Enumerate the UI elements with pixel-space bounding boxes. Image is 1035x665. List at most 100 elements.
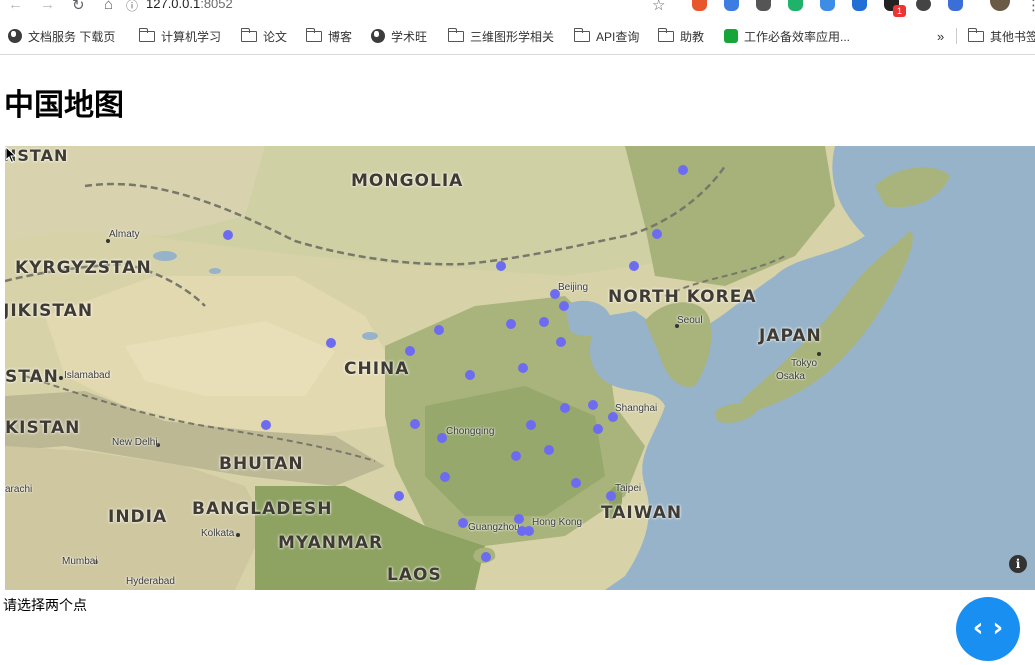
extension-1-icon[interactable] [692, 0, 707, 11]
map-label-china: CHINA [344, 359, 410, 379]
map-marker[interactable] [506, 319, 516, 329]
city-label-kolkata: Kolkata [201, 528, 235, 539]
map-marker[interactable] [496, 261, 506, 271]
map-marker[interactable] [440, 472, 450, 482]
extension-9-icon[interactable] [948, 0, 963, 11]
folder-icon [138, 28, 155, 42]
map-label-myanmar: MYANMAR [278, 533, 384, 553]
extension-2-icon[interactable] [724, 0, 739, 11]
map-marker[interactable] [465, 370, 475, 380]
globe-icon [8, 29, 22, 43]
map-marker[interactable] [678, 165, 688, 175]
word-extension-icon[interactable] [852, 0, 867, 11]
globe-icon [371, 29, 385, 43]
bookmark-item[interactable]: 计算机学习 [138, 28, 221, 44]
map-marker[interactable] [410, 419, 420, 429]
folder-icon [657, 28, 674, 42]
map-marker[interactable] [559, 301, 569, 311]
map-marker[interactable] [652, 229, 662, 239]
map-marker[interactable] [223, 230, 233, 240]
city-dot [675, 324, 679, 328]
mouse-cursor-icon [5, 146, 17, 164]
other-bookmarks[interactable]: 其他书签 [967, 28, 1035, 44]
bookmark-star-icon[interactable]: ☆ [652, 0, 666, 14]
map-marker[interactable] [550, 289, 560, 299]
city-label-taipei: Taipei [615, 483, 642, 494]
map-label-north-korea: NORTH KOREA [608, 287, 757, 307]
extension-3-icon[interactable] [756, 0, 771, 11]
map-marker[interactable] [593, 424, 603, 434]
map-marker[interactable] [629, 261, 639, 271]
city-label-shanghai: Shanghai [615, 403, 658, 414]
info-icon[interactable]: i [1009, 555, 1027, 573]
extension-badge: 1 [893, 5, 906, 17]
folder-icon [447, 28, 464, 42]
map-marker[interactable] [511, 451, 521, 461]
map-marker[interactable] [560, 403, 570, 413]
map-marker[interactable] [608, 412, 618, 422]
map-marker[interactable] [526, 420, 536, 430]
grammarly-icon[interactable] [788, 0, 803, 11]
forward-arrow-icon[interactable]: → [40, 0, 55, 13]
bookmark-item[interactable]: 文档服务 下载页 [8, 28, 115, 44]
back-arrow-icon[interactable]: ← [8, 0, 23, 13]
map-marker[interactable] [261, 420, 271, 430]
selection-status: 请选择两个点 [3, 597, 87, 613]
bookmark-label: 三维图形学相关 [470, 29, 555, 44]
map-marker[interactable] [571, 478, 581, 488]
city-label-almaty: Almaty [109, 229, 140, 240]
bookmark-item[interactable]: 论文 [240, 28, 287, 44]
bookmark-item[interactable]: 助教 [657, 28, 704, 44]
bookmark-label: API查询 [596, 29, 640, 44]
city-label-mumbai: Mumbai [62, 556, 98, 567]
city-label-karachi: arachi [5, 484, 33, 495]
map-marker[interactable] [524, 526, 534, 536]
map-marker[interactable] [394, 491, 404, 501]
map-marker[interactable] [326, 338, 336, 348]
extension-5-icon[interactable] [820, 0, 835, 11]
home-icon[interactable]: ⌂ [104, 0, 114, 13]
city-dot [236, 533, 240, 537]
menu-dots-icon[interactable]: ⋮ [1026, 0, 1035, 14]
city-label-new-delhi: New Delhi [112, 437, 158, 448]
map-marker[interactable] [588, 400, 598, 410]
bookmark-label: 其他书签 [990, 29, 1035, 44]
map-marker[interactable] [514, 514, 524, 524]
bookmark-item[interactable]: 三维图形学相关 [447, 28, 555, 44]
reload-icon[interactable]: ↻ [72, 0, 85, 14]
url-port: :8052 [200, 0, 233, 11]
map-marker[interactable] [437, 433, 447, 443]
map-marker[interactable] [405, 346, 415, 356]
site-info-icon[interactable]: ⓘ [126, 0, 139, 13]
bookmark-item[interactable]: API查询 [573, 28, 640, 44]
map-marker[interactable] [606, 491, 616, 501]
avatar[interactable] [990, 0, 1010, 11]
bookmark-item[interactable]: 博客 [305, 28, 352, 44]
city-dot [817, 352, 821, 356]
map-label-bangladesh: BANGLADESH [192, 499, 333, 519]
map-marker[interactable] [517, 526, 527, 536]
map-marker[interactable] [434, 325, 444, 335]
extension-7-icon[interactable] [884, 0, 899, 11]
map-marker[interactable] [458, 518, 468, 528]
bookmarks-overflow-button[interactable]: » [937, 28, 945, 44]
map-marker[interactable] [539, 317, 549, 327]
city-label-beijing: Beijing [558, 282, 589, 293]
map-label-hstan: HSTAN [5, 146, 69, 165]
address-bar[interactable]: 127.0.0.1:8052 [146, 0, 233, 11]
map-marker[interactable] [518, 363, 528, 373]
map-view[interactable]: HSTAN MONGOLIA KYRGYZSTAN JIKISTAN STAN … [5, 146, 1035, 590]
folder-icon [240, 28, 257, 42]
bookmarks-bar: 文档服务 下载页 计算机学习 论文 博客 学术旺 三维图形学相关 API查询 助… [0, 24, 1035, 48]
bookmark-item[interactable]: 学术旺 [371, 28, 427, 44]
map-marker[interactable] [556, 337, 566, 347]
bookmark-item[interactable]: 工作必备效率应用... [724, 28, 850, 44]
map-marker[interactable] [481, 552, 491, 562]
map-marker[interactable] [544, 445, 554, 455]
toolbar-divider [0, 54, 1035, 55]
map-label-japan: JAPAN [759, 326, 822, 346]
map-label-taiwan: TAIWAN [601, 503, 683, 523]
record-extension-icon[interactable] [916, 0, 931, 11]
code-toggle-button[interactable]: ‹ › [956, 597, 1020, 661]
folder-icon [573, 28, 590, 42]
